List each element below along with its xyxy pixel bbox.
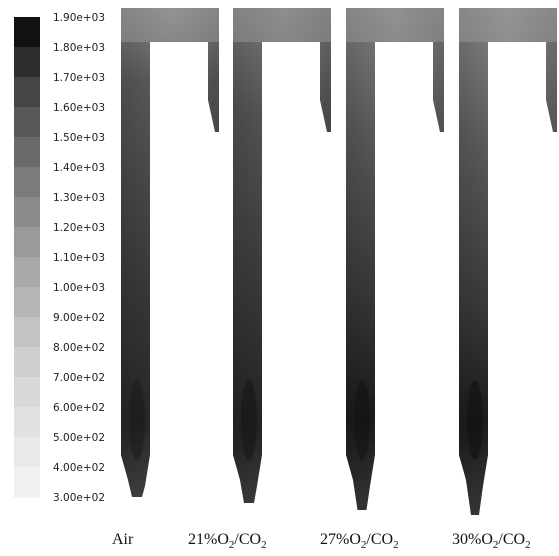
legend-tick-label: 1.40e+03 bbox=[53, 162, 105, 174]
caption-air: Air bbox=[112, 531, 134, 548]
legend-swatch bbox=[14, 437, 40, 468]
legend-tick-label: 6.00e+02 bbox=[53, 402, 105, 414]
legend-swatch bbox=[14, 287, 40, 318]
legend-swatch bbox=[14, 107, 40, 138]
legend-swatch bbox=[14, 257, 40, 288]
caption-30-o2-co2: 30%O2/CO2 bbox=[452, 531, 531, 552]
furnace-contour-2 bbox=[346, 8, 444, 510]
caption-27-o2-co2: 27%O2/CO2 bbox=[320, 531, 399, 552]
legend-swatch bbox=[14, 227, 40, 258]
legend-swatch bbox=[14, 167, 40, 198]
legend-tick-label: 3.00e+02 bbox=[53, 492, 105, 504]
furnace-contour-0 bbox=[121, 8, 219, 497]
legend-tick-label: 1.90e+03 bbox=[53, 12, 105, 24]
contour-panels bbox=[121, 8, 557, 515]
furnace-contour-3 bbox=[459, 8, 557, 515]
legend-tick-label: 9.00e+02 bbox=[53, 312, 105, 324]
legend-tick-label: 1.60e+03 bbox=[53, 102, 105, 114]
legend-swatch bbox=[14, 407, 40, 438]
legend-swatch bbox=[14, 317, 40, 348]
legend-swatch bbox=[14, 197, 40, 228]
legend-tick-label: 8.00e+02 bbox=[53, 342, 105, 354]
legend-swatch bbox=[14, 47, 40, 78]
legend-tick-label: 1.30e+03 bbox=[53, 192, 105, 204]
legend-swatch bbox=[14, 137, 40, 168]
legend-tick-label: 1.20e+03 bbox=[53, 222, 105, 234]
legend-tick-label: 1.10e+03 bbox=[53, 252, 105, 264]
legend-tick-label: 1.80e+03 bbox=[53, 42, 105, 54]
legend-tick-label: 5.00e+02 bbox=[53, 432, 105, 444]
legend-swatch bbox=[14, 17, 40, 48]
legend-tick-label: 1.50e+03 bbox=[53, 132, 105, 144]
legend-swatch bbox=[14, 377, 40, 408]
color-legend: 1.90e+03 1.80e+03 1.70e+03 1.60e+03 1.50e+03… bbox=[14, 12, 105, 504]
legend-swatch bbox=[14, 347, 40, 378]
legend-tick-label: 4.00e+02 bbox=[53, 462, 105, 474]
legend-swatch bbox=[14, 77, 40, 108]
legend-tick-label: 1.00e+03 bbox=[53, 282, 105, 294]
legend-swatch bbox=[14, 467, 40, 498]
caption-21-o2-co2: 21%O2/CO2 bbox=[188, 531, 267, 552]
legend-tick-label: 1.70e+03 bbox=[53, 72, 105, 84]
furnace-contour-1 bbox=[233, 8, 331, 503]
legend-tick-label: 7.00e+02 bbox=[53, 372, 105, 384]
